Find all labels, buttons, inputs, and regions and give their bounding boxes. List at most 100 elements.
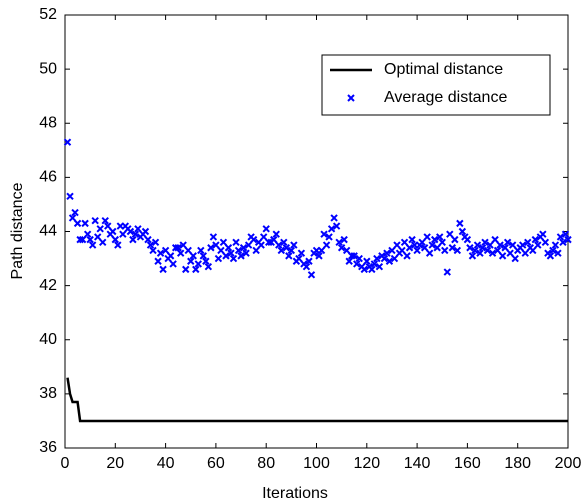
marker: [453, 246, 462, 255]
optimal-line: [66, 377, 568, 423]
marker: [458, 227, 467, 236]
y-tick-label: 36: [39, 439, 57, 456]
marker: [511, 254, 519, 263]
marker: [93, 233, 102, 241]
marker: [171, 244, 180, 252]
marker: [370, 260, 379, 268]
marker: [521, 249, 529, 257]
marker: [209, 233, 218, 241]
marker: [151, 238, 160, 247]
marker: [63, 138, 72, 146]
marker: [109, 227, 117, 236]
marker: [104, 222, 112, 230]
x-tick-label: 160: [454, 455, 481, 472]
marker: [307, 271, 316, 279]
marker: [252, 246, 260, 255]
legend-marker: [347, 94, 355, 102]
marker: [237, 252, 245, 260]
marker: [197, 246, 205, 255]
y-tick-label: 38: [39, 385, 57, 402]
marker: [275, 241, 283, 249]
x-tick-label: 200: [555, 455, 582, 472]
marker: [340, 235, 348, 244]
y-tick-label: 42: [39, 277, 57, 294]
marker: [468, 252, 477, 260]
y-tick-label: 48: [39, 114, 57, 131]
marker: [418, 238, 426, 247]
marker: [373, 254, 381, 263]
marker: [355, 254, 363, 263]
marker: [441, 246, 449, 255]
marker: [199, 252, 208, 260]
y-tick-label: 44: [39, 223, 57, 240]
marker: [76, 235, 84, 244]
marker: [315, 252, 323, 260]
x-tick-label: 100: [303, 455, 330, 472]
marker: [330, 214, 338, 222]
y-tick-label: 46: [39, 169, 57, 186]
marker: [556, 233, 565, 241]
marker: [101, 216, 109, 225]
marker: [111, 235, 120, 244]
legend: Optimal distance Average distance: [321, 54, 551, 116]
marker: [257, 241, 265, 249]
marker: [224, 244, 233, 252]
marker: [272, 230, 280, 238]
marker: [564, 235, 572, 244]
x-tick-label: 120: [353, 455, 380, 472]
marker: [161, 246, 170, 255]
marker: [327, 225, 336, 233]
marker: [403, 252, 411, 260]
marker: [345, 257, 353, 265]
marker: [473, 241, 482, 249]
marker: [259, 233, 268, 241]
marker: [187, 257, 195, 265]
marker: [337, 244, 346, 252]
marker: [348, 252, 356, 260]
marker: [86, 235, 94, 244]
marker: [219, 238, 228, 247]
marker: [534, 241, 542, 249]
marker: [463, 235, 472, 244]
y-axis-label: Path distance: [9, 182, 26, 279]
marker: [549, 246, 557, 255]
marker: [451, 235, 459, 244]
marker: [559, 238, 567, 247]
legend-box: [321, 54, 551, 116]
marker: [546, 252, 555, 260]
marker: [456, 219, 464, 228]
marker: [466, 244, 474, 252]
marker: [232, 238, 240, 247]
marker: [202, 257, 210, 265]
marker: [192, 265, 200, 274]
marker: [277, 246, 285, 255]
marker: [78, 235, 87, 244]
marker: [176, 249, 185, 257]
marker: [129, 235, 137, 244]
marker: [159, 265, 167, 274]
marker: [368, 265, 376, 274]
marker: [71, 208, 79, 217]
x-tick-label: 60: [207, 455, 225, 472]
marker: [207, 244, 215, 252]
marker: [297, 249, 306, 257]
marker: [227, 249, 235, 257]
marker: [131, 230, 140, 238]
marker: [287, 246, 296, 255]
marker: [551, 241, 560, 249]
marker: [99, 238, 107, 247]
marker: [413, 246, 421, 255]
marker: [141, 227, 150, 236]
marker: [471, 246, 479, 255]
marker: [249, 235, 258, 244]
marker: [385, 257, 394, 265]
marker: [353, 260, 361, 268]
marker: [174, 244, 182, 252]
marker: [229, 254, 238, 263]
marker: [239, 244, 248, 252]
marker: [493, 246, 502, 255]
legend-label: Average distance: [384, 89, 507, 106]
marker: [320, 230, 328, 238]
